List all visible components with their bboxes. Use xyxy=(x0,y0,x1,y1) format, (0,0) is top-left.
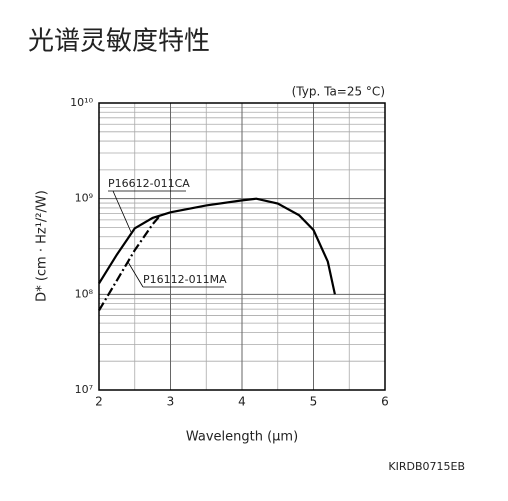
condition: (Typ. Ta=25 °C) xyxy=(292,85,385,99)
series-label: P16612-011CA xyxy=(108,177,190,190)
document-code: KIRDB0715EB xyxy=(388,460,465,473)
leader-line xyxy=(127,261,144,288)
x-tick-label: 5 xyxy=(310,395,318,409)
x-tick-label: 4 xyxy=(238,395,246,409)
y-tick-label: 10⁷ xyxy=(75,383,93,396)
y-axis-label: D* (cm · Hz¹/²/W) xyxy=(35,190,50,302)
chart-title: 光谱灵敏度特性 xyxy=(28,27,210,57)
x-tick-label: 2 xyxy=(95,395,103,409)
x-tick-label: 3 xyxy=(167,395,175,409)
series-label: P16112-011MA xyxy=(143,273,227,286)
y-tick-label: 10⁸ xyxy=(75,287,94,300)
x-tick-label: 6 xyxy=(381,395,389,409)
leader-line xyxy=(112,190,132,233)
y-tick-label: 10⁹ xyxy=(75,192,93,205)
series-line xyxy=(98,197,336,295)
series-line xyxy=(98,215,161,311)
y-tick-label: 10¹⁰ xyxy=(70,96,93,109)
x-axis-label: Wavelength (μm) xyxy=(186,430,298,445)
plot-frame xyxy=(98,102,386,391)
